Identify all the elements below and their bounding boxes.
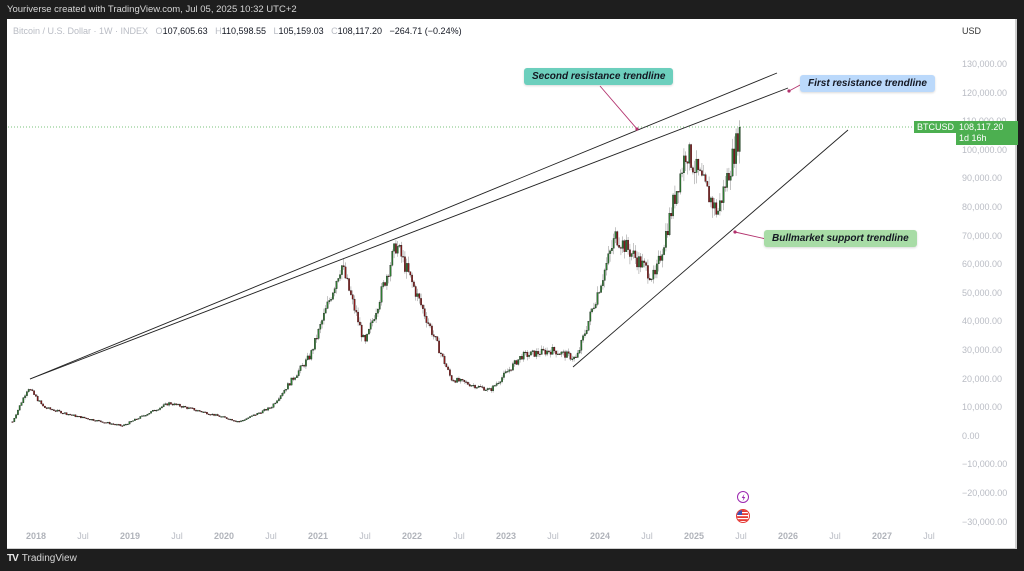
time-tick: Jul [735, 531, 747, 541]
bar-countdown: 1d 16h [959, 133, 987, 143]
pointer-dot [787, 89, 791, 93]
last-price-label: 108,117.20 1d 16h [956, 121, 1018, 145]
open-label: O [155, 26, 163, 36]
time-tick: Jul [77, 531, 89, 541]
change-value: −264.71 (−0.24%) [389, 26, 462, 36]
price-tick: 90,000.00 [962, 173, 1003, 184]
time-tick: Jul [359, 531, 371, 541]
price-tick: 60,000.00 [962, 259, 1003, 270]
first-resistance-trendline[interactable] [29, 87, 789, 380]
chart-caption: Youriverse created with TradingView.com,… [7, 4, 297, 15]
time-tick: Jul [641, 531, 653, 541]
price-tick: −20,000.00 [962, 488, 1008, 498]
price-tick: 30,000.00 [962, 345, 1003, 355]
price-tick: 130,000.00 [962, 59, 1008, 69]
price-tick: 10,000.00 [962, 402, 1003, 413]
price-tick: 20,000.00 [962, 373, 1003, 384]
price-tick: −10,000.00 [962, 459, 1008, 470]
high-value: 110,598.55 [221, 26, 267, 36]
time-tick: 2022 [401, 531, 423, 541]
time-tick: Jul [829, 531, 841, 541]
time-tick: Jul [453, 531, 465, 541]
high-label: H [215, 26, 222, 36]
ohlc-legend: Bitcoin / U.S. Dollar · 1W · INDEX O107,… [13, 26, 462, 36]
lightning-event-icon[interactable] [737, 491, 749, 503]
time-tick: 2018 [25, 531, 47, 541]
price-tick: 70,000.00 [962, 230, 1003, 241]
price-tick: −30,000.00 [962, 516, 1008, 527]
second-resistance-pointer [599, 85, 638, 130]
close-value: 108,117.20 [337, 26, 382, 36]
time-tick: 2024 [589, 531, 611, 541]
brand-name[interactable]: TradingView [21, 553, 77, 564]
currency-label[interactable]: USD [962, 26, 982, 36]
close-label: C [331, 26, 338, 36]
time-tick: 2021 [307, 531, 329, 541]
symbol-price-tag: BTCUSD [914, 121, 958, 133]
time-tick: Jul [547, 531, 559, 541]
price-tick: 120,000.00 [962, 87, 1008, 98]
pointer-dot [733, 230, 737, 234]
bullmarket-support-trendline[interactable] [572, 129, 849, 368]
time-tick: 2026 [777, 531, 799, 541]
candlestick-series [11, 120, 741, 427]
second-resistance-callout[interactable]: Second resistance trendline [524, 68, 674, 85]
second-resistance-trendline[interactable] [29, 72, 778, 380]
time-tick: 2025 [683, 531, 705, 541]
symbol-title[interactable]: Bitcoin / U.S. Dollar · 1W · INDEX [13, 26, 149, 36]
price-tick: 50,000.00 [962, 287, 1003, 298]
time-tick: 2023 [495, 531, 517, 541]
chart-panel[interactable] [7, 19, 1017, 549]
time-tick: Jul [171, 531, 183, 541]
first-resistance-callout[interactable]: First resistance trendline [800, 75, 935, 92]
footer-branding: TV TradingView [7, 553, 77, 564]
price-tick: 80,000.00 [962, 202, 1003, 212]
price-tick: 100,000.00 [962, 144, 1008, 155]
open-value: 107,605.63 [162, 26, 208, 36]
bull-support-callout[interactable]: Bullmarket support trendline [764, 230, 917, 247]
bull-support-pointer [734, 231, 767, 240]
pointer-dot [635, 127, 639, 131]
time-tick: Jul [923, 531, 935, 541]
low-label: L [273, 26, 279, 36]
time-tick: 2027 [871, 531, 893, 541]
price-tick: 40,000.00 [962, 316, 1003, 327]
last-price-value: 108,117.20 [959, 122, 1004, 132]
time-tick: Jul [265, 531, 277, 541]
time-tick: 2020 [213, 531, 235, 541]
first-resistance-pointer [788, 83, 803, 92]
price-tick: 0.00 [962, 430, 980, 441]
tradingview-logo-icon: TV [7, 553, 19, 564]
time-tick: 2019 [119, 531, 141, 541]
us-flag-event-icon[interactable] [736, 509, 750, 523]
low-value: 105,159.03 [278, 26, 324, 36]
